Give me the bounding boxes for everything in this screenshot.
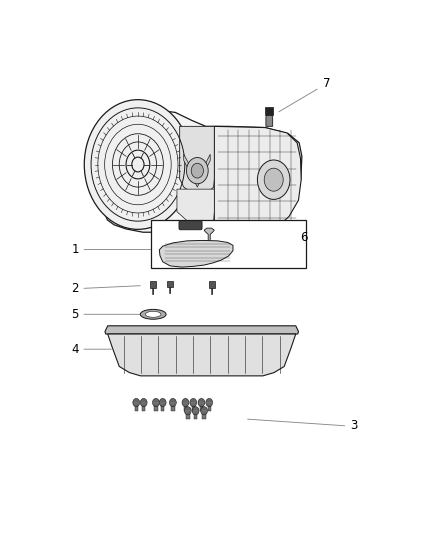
Circle shape bbox=[191, 163, 203, 178]
Circle shape bbox=[170, 399, 176, 407]
Circle shape bbox=[184, 407, 191, 415]
Bar bbox=[152, 220, 306, 268]
Polygon shape bbox=[204, 228, 214, 240]
Polygon shape bbox=[105, 326, 298, 334]
Circle shape bbox=[264, 168, 283, 191]
Polygon shape bbox=[180, 126, 214, 195]
Polygon shape bbox=[159, 240, 233, 267]
Polygon shape bbox=[102, 110, 302, 235]
Bar bbox=[167, 281, 173, 287]
Circle shape bbox=[192, 407, 199, 415]
Bar bbox=[200, 406, 203, 411]
Bar bbox=[265, 108, 273, 115]
Circle shape bbox=[182, 399, 189, 407]
Circle shape bbox=[198, 399, 205, 407]
Bar bbox=[208, 281, 215, 288]
Bar bbox=[194, 414, 197, 419]
Ellipse shape bbox=[140, 309, 166, 319]
Bar bbox=[134, 406, 138, 411]
Circle shape bbox=[190, 399, 197, 407]
Bar bbox=[142, 406, 145, 411]
Text: 2: 2 bbox=[71, 282, 79, 295]
Circle shape bbox=[201, 407, 208, 415]
Circle shape bbox=[159, 399, 166, 407]
Circle shape bbox=[84, 100, 191, 229]
Text: 7: 7 bbox=[322, 77, 330, 90]
Bar bbox=[171, 406, 175, 411]
Polygon shape bbox=[108, 334, 296, 376]
Text: 4: 4 bbox=[71, 343, 79, 356]
Bar bbox=[154, 406, 158, 411]
Text: 5: 5 bbox=[71, 308, 79, 321]
Circle shape bbox=[187, 158, 208, 184]
Bar bbox=[202, 414, 206, 419]
Polygon shape bbox=[184, 154, 210, 187]
FancyBboxPatch shape bbox=[179, 221, 202, 230]
Circle shape bbox=[258, 160, 290, 199]
Circle shape bbox=[140, 399, 147, 407]
Bar bbox=[161, 406, 164, 411]
Circle shape bbox=[133, 399, 140, 407]
Polygon shape bbox=[266, 113, 273, 126]
Bar bbox=[184, 406, 187, 411]
Text: 6: 6 bbox=[300, 231, 308, 244]
Text: 3: 3 bbox=[350, 419, 357, 432]
Bar bbox=[150, 281, 156, 288]
Circle shape bbox=[152, 399, 159, 407]
Polygon shape bbox=[214, 126, 301, 233]
Circle shape bbox=[206, 399, 212, 407]
Text: 1: 1 bbox=[71, 243, 79, 256]
Ellipse shape bbox=[145, 311, 161, 317]
Bar bbox=[208, 406, 211, 411]
Bar bbox=[186, 414, 190, 419]
Bar bbox=[191, 406, 195, 411]
Polygon shape bbox=[177, 189, 214, 224]
